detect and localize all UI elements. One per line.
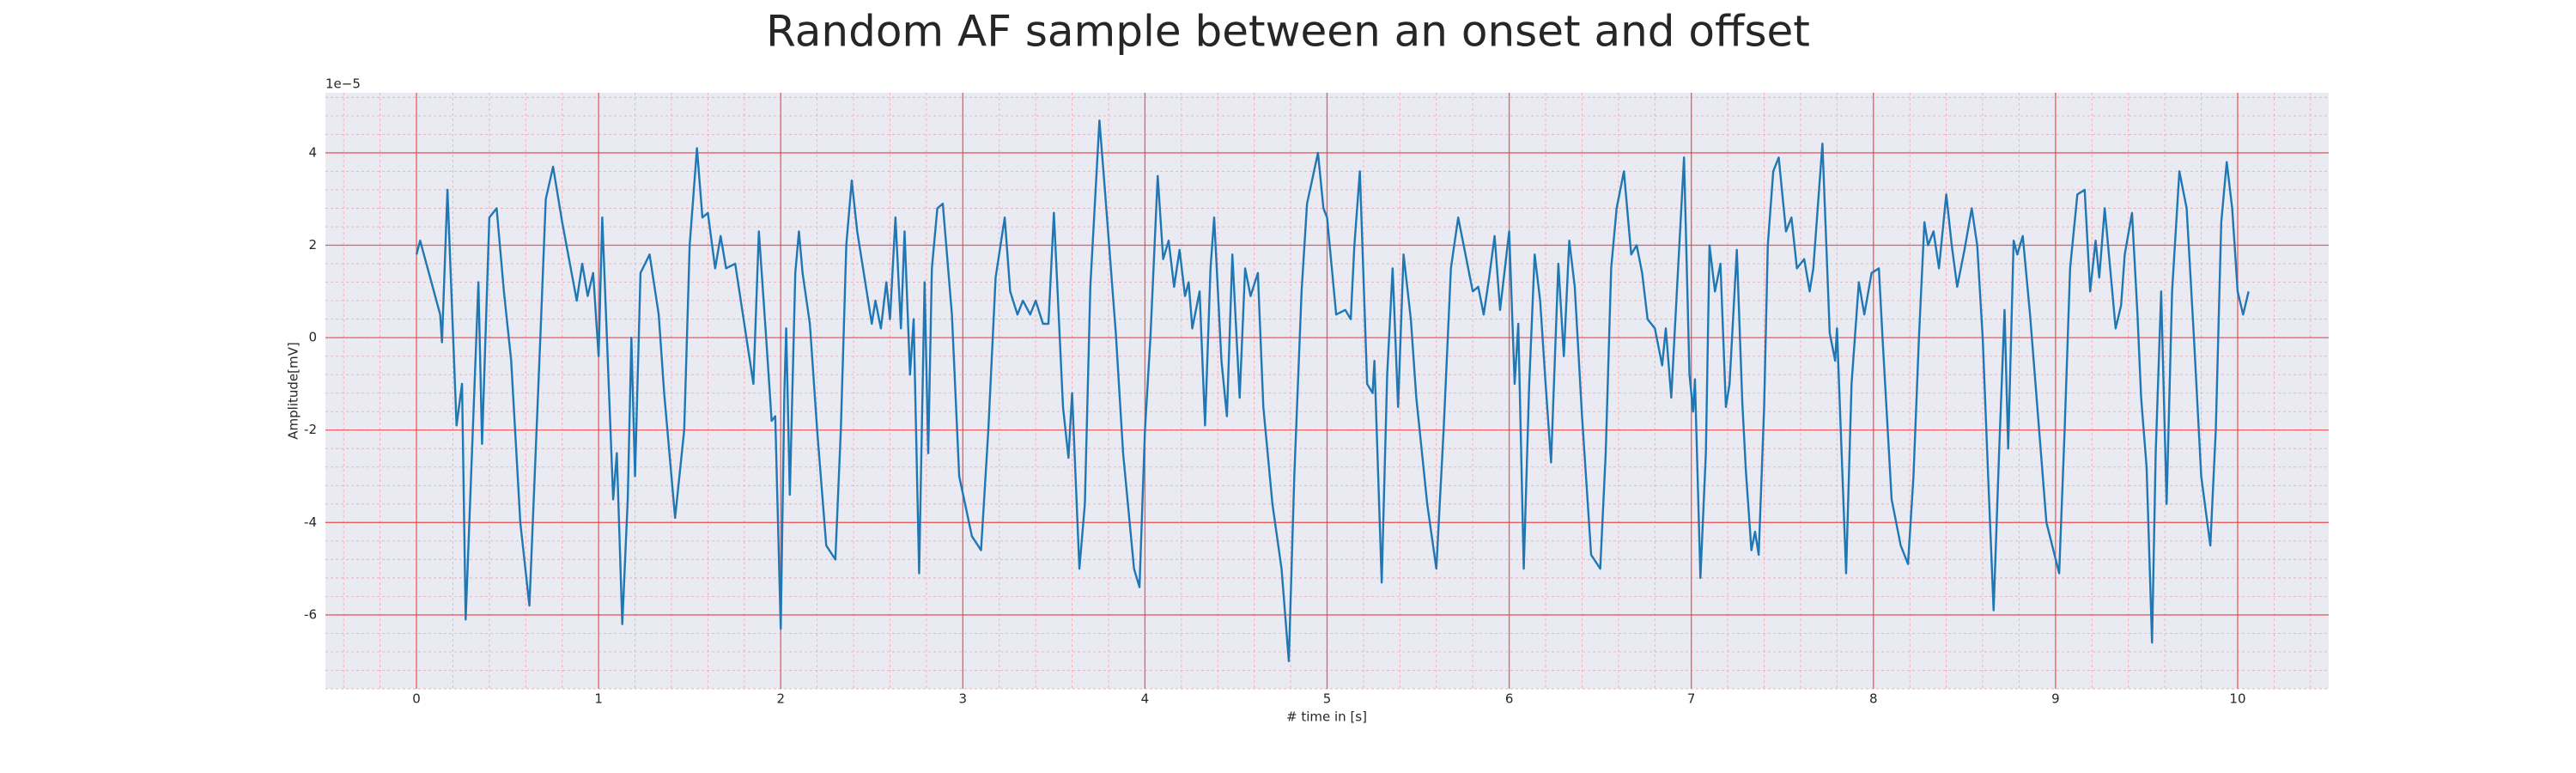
x-tick-label: 2 <box>776 691 785 707</box>
x-tick-label: 10 <box>2229 691 2245 707</box>
x-tick-label: 5 <box>1323 691 1332 707</box>
y-offset-label: 1e−5 <box>325 76 361 92</box>
y-tick-label: -4 <box>304 514 317 530</box>
y-tick-label: 4 <box>308 144 317 160</box>
x-tick-label: 9 <box>2051 691 2060 707</box>
marks <box>415 119 2250 662</box>
y-tick-label: -2 <box>304 422 317 437</box>
signal-line <box>415 119 2250 662</box>
x-tick-label: 0 <box>412 691 421 707</box>
y-tick-label: 0 <box>308 330 317 345</box>
x-tick-label: 6 <box>1505 691 1514 707</box>
x-tick-label: 4 <box>1141 691 1150 707</box>
x-tick-label: 3 <box>959 691 968 707</box>
x-tick-label: 8 <box>1869 691 1878 707</box>
x-axis-label: # time in [s] <box>1286 709 1367 725</box>
chart-title: Random AF sample between an onset and of… <box>766 7 1810 57</box>
y-axis-label: Amplitude[mV] <box>286 342 301 439</box>
x-tick-label: 7 <box>1687 691 1696 707</box>
x-tick-label: 1 <box>594 691 603 707</box>
y-tick-label: 2 <box>308 237 317 253</box>
y-tick-label: -6 <box>304 606 317 622</box>
